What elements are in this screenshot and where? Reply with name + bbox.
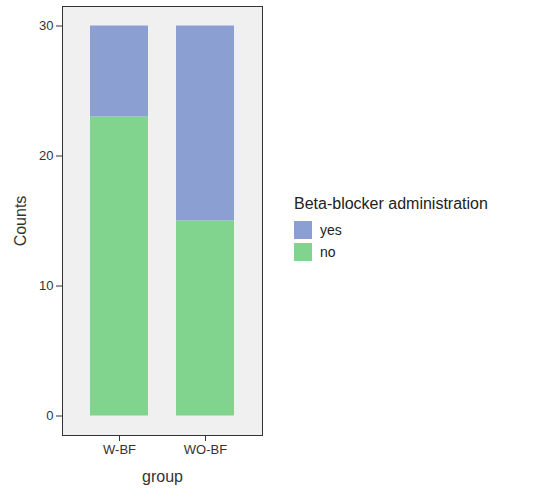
svg-text:Counts: Counts xyxy=(12,196,29,247)
svg-text:W-BF: W-BF xyxy=(103,442,136,457)
svg-text:0: 0 xyxy=(46,408,53,423)
svg-text:20: 20 xyxy=(39,148,53,163)
svg-text:WO-BF: WO-BF xyxy=(184,442,227,457)
svg-text:10: 10 xyxy=(39,278,53,293)
html-text:no: no xyxy=(320,243,336,260)
html-text:Beta-blocker administration: Beta-blocker administration xyxy=(294,194,488,212)
html-text:yes: yes xyxy=(320,221,342,238)
svg-text:30: 30 xyxy=(39,18,53,33)
svg-text:group: group xyxy=(142,468,183,485)
